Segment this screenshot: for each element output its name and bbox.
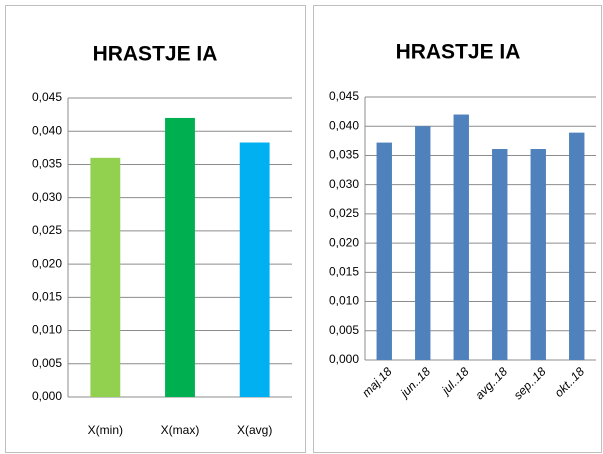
x-tick-label: X(avg) — [237, 423, 272, 437]
y-tick-label: 0,030 — [32, 190, 62, 204]
y-tick-label: 0,040 — [329, 118, 359, 132]
bar — [492, 149, 508, 360]
bar — [376, 142, 392, 360]
y-tick-label: 0,015 — [32, 290, 62, 304]
x-tick-label: X(min) — [88, 423, 123, 437]
y-tick-label: 0,030 — [329, 177, 359, 191]
bar — [165, 117, 195, 397]
bar — [569, 132, 585, 360]
y-tick-label: 0,005 — [32, 356, 62, 370]
y-tick-label: 0,020 — [329, 235, 359, 249]
y-tick-label: 0,015 — [329, 265, 359, 279]
bar — [90, 157, 121, 397]
chart-title: HRASTJE IA — [396, 41, 521, 64]
y-tick-label: 0,010 — [329, 294, 359, 308]
y-tick-label: 0,000 — [329, 352, 359, 366]
bar — [530, 149, 546, 360]
y-tick-label: 0,000 — [32, 389, 62, 403]
chart-title: HRASTJE IA — [93, 43, 218, 66]
y-tick-label: 0,025 — [32, 223, 62, 237]
y-tick-label: 0,035 — [329, 148, 359, 162]
y-tick-label: 0,045 — [32, 90, 62, 104]
y-tick-label: 0,035 — [32, 157, 62, 171]
y-tick-label: 0,025 — [329, 206, 359, 220]
y-tick-label: 0,010 — [32, 323, 62, 337]
y-tick-label: 0,045 — [329, 89, 359, 103]
bar — [453, 114, 469, 361]
x-tick-label: X(max) — [161, 423, 200, 437]
y-tick-label: 0,005 — [329, 323, 359, 337]
bar — [415, 126, 431, 360]
y-tick-label: 0,040 — [32, 123, 62, 137]
y-tick-label: 0,020 — [32, 256, 62, 270]
bar — [239, 142, 270, 397]
